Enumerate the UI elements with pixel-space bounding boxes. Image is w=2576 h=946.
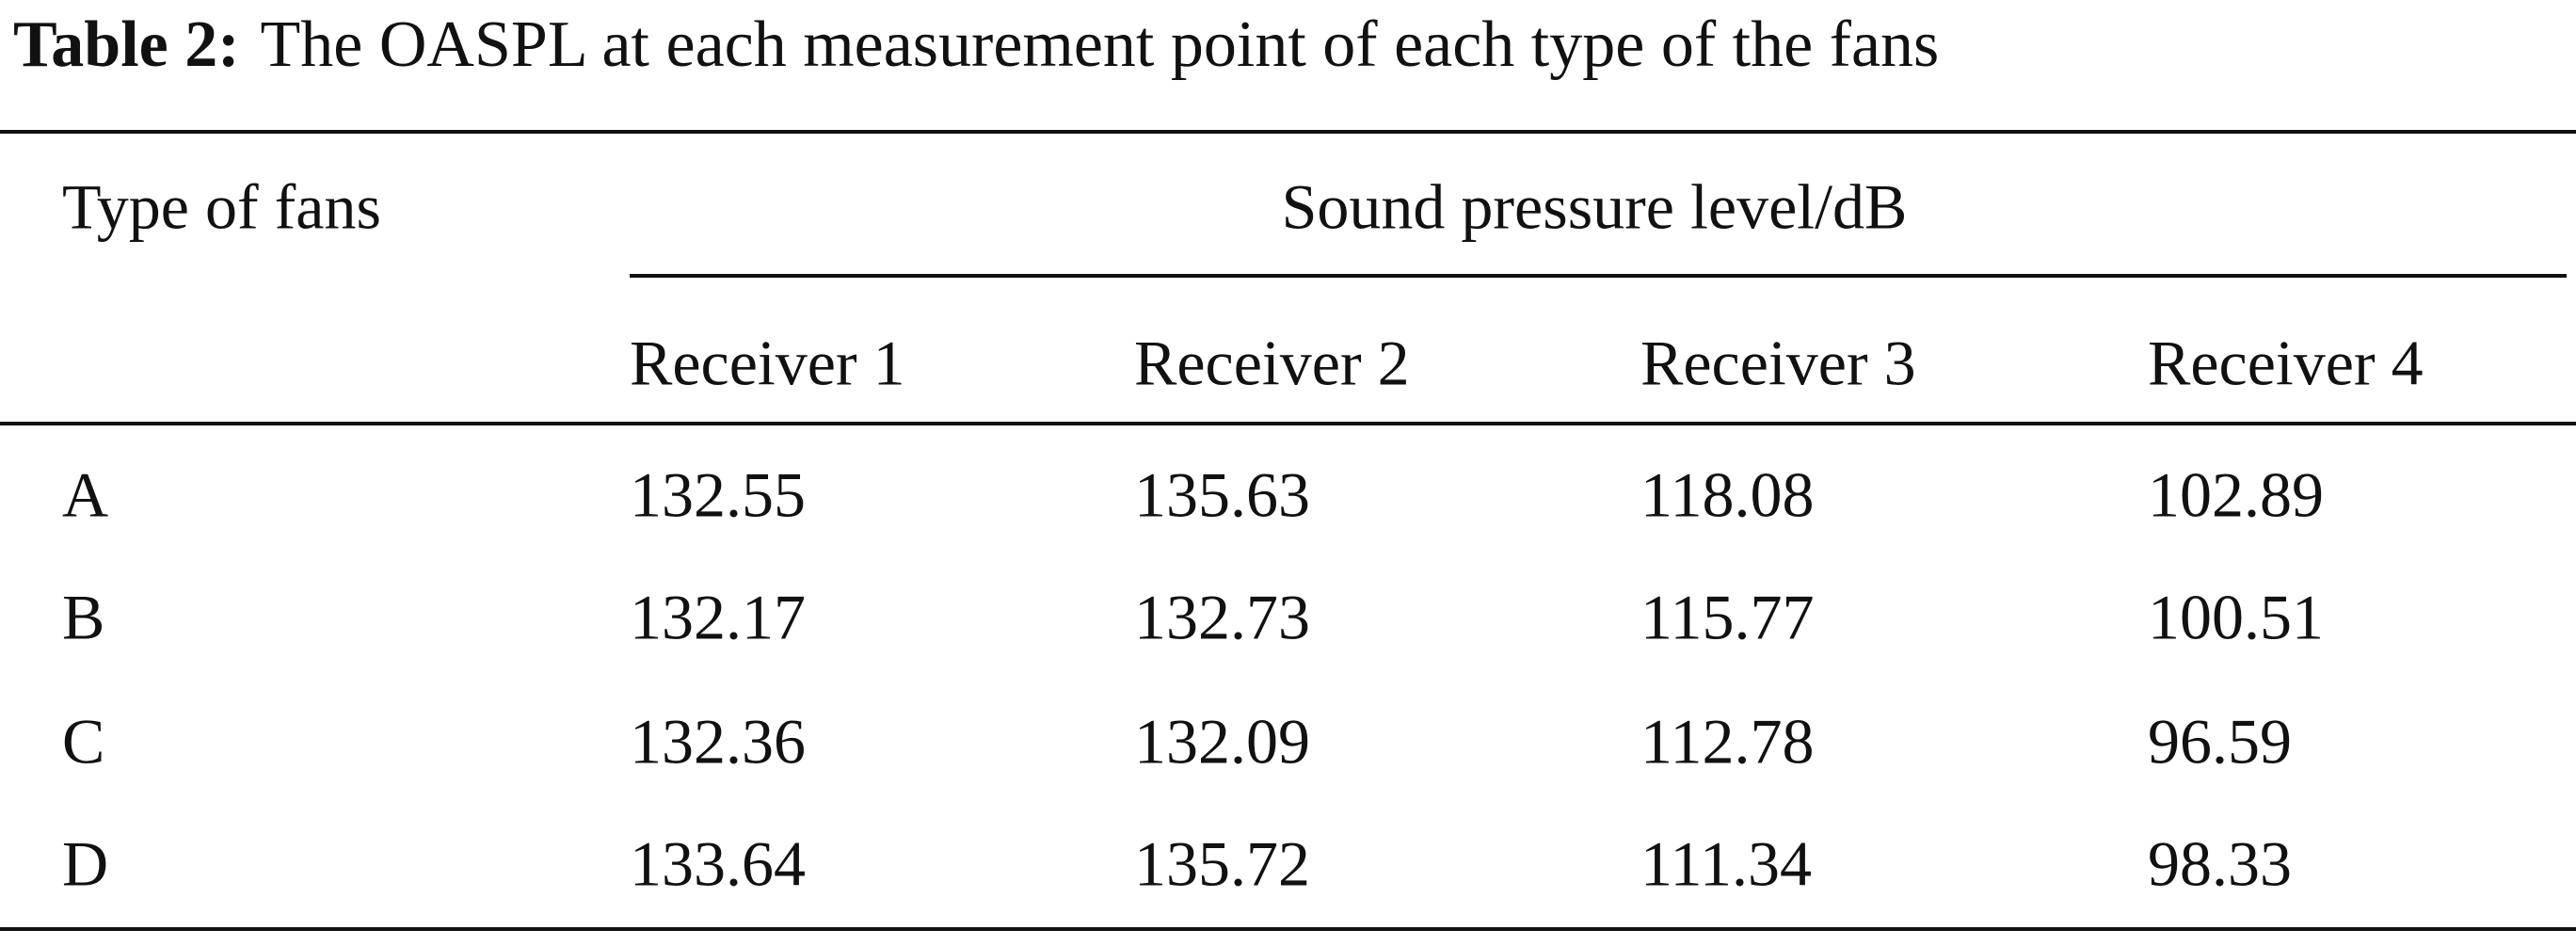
table-cell: 115.77 (1640, 582, 1814, 653)
caption: Table 2: The OASPL at each measurement po… (13, 8, 1939, 81)
table-cell: 135.63 (1134, 459, 1310, 531)
table-cell: 132.36 (630, 706, 806, 778)
caption-text: The OASPL at each measurement point of e… (261, 8, 1940, 81)
table-cell: 100.51 (2148, 582, 2324, 653)
table-cell: 132.17 (630, 582, 806, 653)
column-header: Receiver 2 (1134, 328, 1410, 399)
table-cell: 132.73 (1134, 582, 1310, 653)
table-cell: 132.55 (630, 459, 806, 531)
group-header: Sound pressure level/dB (1282, 171, 1908, 243)
table-cell: 132.09 (1134, 706, 1310, 778)
table-cell: 98.33 (2148, 828, 2292, 900)
table-cell: 112.78 (1640, 706, 1814, 778)
table-cell: 111.34 (1640, 828, 1812, 900)
table-cell: 96.59 (2148, 706, 2292, 778)
column-header: Receiver 4 (2148, 328, 2424, 399)
row-label: D (62, 828, 108, 900)
row-label: A (62, 459, 108, 531)
column-header: Receiver 3 (1640, 328, 1916, 399)
table-cell: 102.89 (2148, 459, 2324, 531)
row-label: C (62, 706, 104, 778)
row-label: B (62, 582, 104, 653)
caption-label: Table 2: (13, 8, 240, 81)
table-cell: 133.64 (630, 828, 806, 900)
column-header: Receiver 1 (630, 328, 905, 399)
table-cell: 135.72 (1134, 828, 1310, 900)
table-cell: 118.08 (1640, 459, 1814, 531)
column-header: Type of fans (62, 171, 381, 243)
